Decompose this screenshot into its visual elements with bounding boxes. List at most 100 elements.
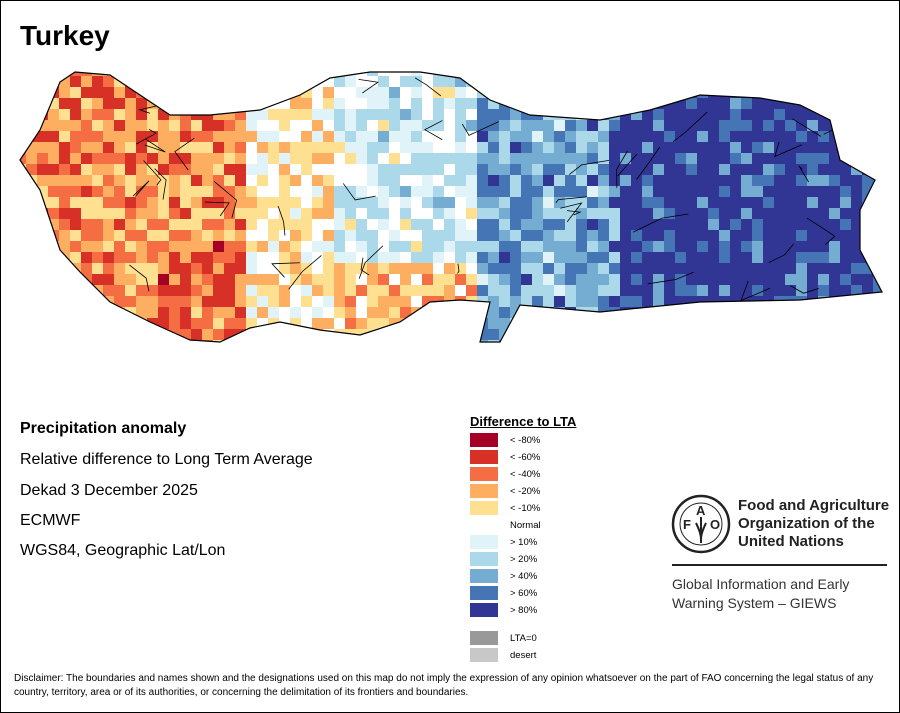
grid-cell bbox=[26, 164, 37, 175]
grid-cell bbox=[20, 274, 26, 285]
grid-cell bbox=[257, 72, 268, 76]
grid-cell bbox=[455, 263, 466, 274]
grid-cell bbox=[125, 87, 136, 98]
province-border bbox=[802, 82, 817, 101]
grid-cell bbox=[884, 65, 895, 76]
grid-cell bbox=[356, 131, 367, 142]
grid-cell bbox=[708, 318, 719, 329]
grid-cell bbox=[543, 285, 554, 296]
grid-cell bbox=[224, 72, 235, 76]
grid-cell bbox=[664, 307, 675, 318]
grid-cell bbox=[59, 72, 70, 76]
grid-cell bbox=[829, 274, 840, 285]
grid-cell bbox=[719, 98, 730, 109]
grid-cell bbox=[290, 241, 301, 252]
grid-cell bbox=[345, 76, 356, 87]
legend-item: < -20% bbox=[470, 484, 540, 498]
grid-cell bbox=[543, 164, 554, 175]
grid-cell bbox=[433, 252, 444, 263]
grid-cell bbox=[730, 307, 741, 318]
grid-cell bbox=[59, 175, 70, 186]
grid-cell bbox=[444, 153, 455, 164]
grid-cell bbox=[554, 109, 565, 120]
grid-cell bbox=[642, 76, 653, 87]
grid-cell bbox=[92, 186, 103, 197]
grid-cell bbox=[301, 285, 312, 296]
grid-cell bbox=[455, 142, 466, 153]
grid-cell bbox=[642, 296, 653, 307]
grid-cell bbox=[114, 219, 125, 230]
grid-cell bbox=[851, 208, 862, 219]
grid-cell bbox=[829, 109, 840, 120]
grid-cell bbox=[444, 120, 455, 131]
grid-cell bbox=[444, 175, 455, 186]
grid-cell bbox=[334, 131, 345, 142]
grid-cell bbox=[543, 175, 554, 186]
grid-cell bbox=[356, 120, 367, 131]
grid-cell bbox=[829, 219, 840, 230]
grid-cell bbox=[400, 76, 411, 87]
grid-cell bbox=[59, 252, 70, 263]
grid-cell bbox=[103, 329, 114, 340]
grid-cell bbox=[477, 340, 488, 342]
grid-cell bbox=[81, 186, 92, 197]
grid-cell bbox=[378, 131, 389, 142]
grid-cell bbox=[26, 98, 37, 109]
grid-cell bbox=[147, 175, 158, 186]
grid-cell bbox=[807, 318, 818, 329]
grid-cell bbox=[422, 87, 433, 98]
grid-cell bbox=[37, 153, 48, 164]
grid-cell bbox=[334, 219, 345, 230]
country-outline bbox=[19, 71, 883, 343]
grid-cell bbox=[169, 285, 180, 296]
grid-cell bbox=[235, 98, 246, 109]
grid-cell bbox=[862, 153, 873, 164]
grid-cell bbox=[697, 98, 708, 109]
grid-cell bbox=[213, 241, 224, 252]
grid-cell bbox=[180, 208, 191, 219]
grid-cell bbox=[202, 72, 213, 76]
grid-cell bbox=[664, 340, 675, 342]
grid-cell bbox=[191, 153, 202, 164]
grid-cell bbox=[191, 241, 202, 252]
grid-cell bbox=[554, 87, 565, 98]
grid-cell bbox=[180, 296, 191, 307]
grid-cell bbox=[290, 296, 301, 307]
grid-cell bbox=[367, 219, 378, 230]
grid-cell bbox=[257, 208, 268, 219]
grid-cell bbox=[851, 263, 862, 274]
grid-cell bbox=[818, 241, 829, 252]
grid-cell bbox=[20, 318, 26, 329]
grid-cell bbox=[290, 263, 301, 274]
grid-cell bbox=[620, 285, 631, 296]
grid-cell bbox=[455, 329, 466, 340]
grid-cell bbox=[730, 164, 741, 175]
grid-cell bbox=[664, 164, 675, 175]
grid-cell bbox=[455, 219, 466, 230]
grid-cell bbox=[20, 120, 26, 131]
grid-cell bbox=[631, 219, 642, 230]
grid-cell bbox=[169, 252, 180, 263]
grid-cell bbox=[631, 76, 642, 87]
grid-cell bbox=[862, 87, 873, 98]
grid-cell bbox=[653, 197, 664, 208]
grid-cell bbox=[213, 318, 224, 329]
grid-cell bbox=[730, 175, 741, 186]
grid-cell bbox=[719, 120, 730, 131]
grid-cell bbox=[59, 285, 70, 296]
grid-cell bbox=[103, 197, 114, 208]
grid-cell bbox=[114, 285, 125, 296]
grid-cell bbox=[510, 109, 521, 120]
grid-cell bbox=[521, 109, 532, 120]
legend-item: LTA=0 bbox=[470, 631, 537, 645]
grid-cell bbox=[312, 230, 323, 241]
grid-cell bbox=[752, 263, 763, 274]
grid-cell bbox=[268, 72, 279, 76]
grid-cell bbox=[81, 274, 92, 285]
grid-cell bbox=[829, 252, 840, 263]
grid-cell bbox=[191, 285, 202, 296]
grid-cell bbox=[26, 307, 37, 318]
grid-cell bbox=[257, 318, 268, 329]
province-border bbox=[790, 285, 819, 294]
legend-label: < -10% bbox=[510, 502, 541, 514]
